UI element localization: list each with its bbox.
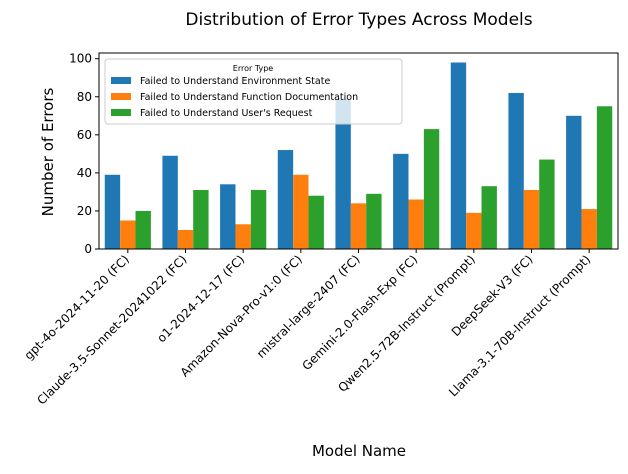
bar-series-1-cat-7 bbox=[450, 62, 467, 250]
bars-layer bbox=[104, 62, 613, 250]
x-axis-label: Model Name bbox=[312, 442, 406, 460]
bar-series-2-cat-2 bbox=[177, 229, 194, 249]
y-tick-label: 20 bbox=[77, 204, 92, 218]
y-tick-label: 60 bbox=[77, 128, 92, 142]
bar-series-3-cat-1 bbox=[135, 210, 151, 249]
legend-entry-label: Failed to Understand Function Documentat… bbox=[140, 92, 358, 103]
legend-swatch bbox=[111, 109, 131, 116]
legend-box bbox=[104, 58, 403, 125]
bar-series-2-cat-7 bbox=[466, 212, 482, 249]
bar-series-2-cat-4 bbox=[293, 174, 309, 249]
x-tick-label: gpt-4o-2024-11-20 (FC) bbox=[22, 252, 132, 362]
bar-series-3-cat-8 bbox=[539, 159, 555, 249]
bar-series-1-cat-4 bbox=[277, 150, 294, 249]
bar-series-1-cat-8 bbox=[508, 92, 524, 250]
bar-series-2-cat-3 bbox=[235, 224, 251, 249]
bar-series-2-cat-1 bbox=[120, 220, 136, 249]
bar-series-1-cat-6 bbox=[393, 153, 409, 249]
legend: Error Type Failed to Understand Environm… bbox=[104, 58, 403, 125]
x-tick-label: mistral-large-2407 (FC) bbox=[254, 252, 363, 361]
y-tick-label: 100 bbox=[69, 52, 92, 66]
bar-series-3-cat-9 bbox=[596, 106, 613, 249]
bar-series-1-cat-3 bbox=[220, 184, 236, 249]
bar-series-3-cat-6 bbox=[423, 129, 440, 249]
legend-title: Error Type bbox=[233, 64, 273, 73]
legend-entry-label: Failed to Understand User's Request bbox=[140, 108, 313, 119]
bar-series-3-cat-2 bbox=[193, 190, 209, 249]
x-tick-label: Amazon-Nova-Pro-v1:0 (FC) bbox=[178, 252, 305, 379]
x-tick-label: Gemini-2.0-Flash-Exp (FC) bbox=[299, 252, 420, 373]
legend-entries: Failed to Understand Environment State Fa… bbox=[111, 76, 358, 119]
bar-series-2-cat-6 bbox=[408, 199, 424, 249]
bar-series-3-cat-7 bbox=[481, 186, 497, 249]
y-tick-label: 0 bbox=[84, 242, 92, 256]
bar-series-1-cat-5 bbox=[335, 98, 351, 249]
y-tick-label: 40 bbox=[77, 166, 92, 180]
chart-title: Distribution of Error Types Across Model… bbox=[185, 10, 532, 30]
bar-series-3-cat-5 bbox=[366, 193, 382, 249]
y-tick-label: 80 bbox=[77, 90, 92, 104]
legend-entry-label: Failed to Understand Environment State bbox=[140, 76, 330, 87]
legend-swatch bbox=[111, 93, 131, 100]
bar-series-2-cat-9 bbox=[581, 209, 597, 249]
bar-series-1-cat-2 bbox=[162, 155, 178, 249]
bar-series-1-cat-1 bbox=[104, 174, 121, 249]
bar-series-3-cat-3 bbox=[250, 190, 267, 249]
y-axis-label: Number of Errors bbox=[39, 88, 57, 217]
bar-series-2-cat-5 bbox=[350, 203, 367, 249]
bar-series-2-cat-8 bbox=[523, 190, 540, 249]
legend-swatch bbox=[111, 77, 131, 84]
bar-series-1-cat-9 bbox=[566, 115, 582, 249]
bar-series-3-cat-4 bbox=[308, 195, 324, 249]
